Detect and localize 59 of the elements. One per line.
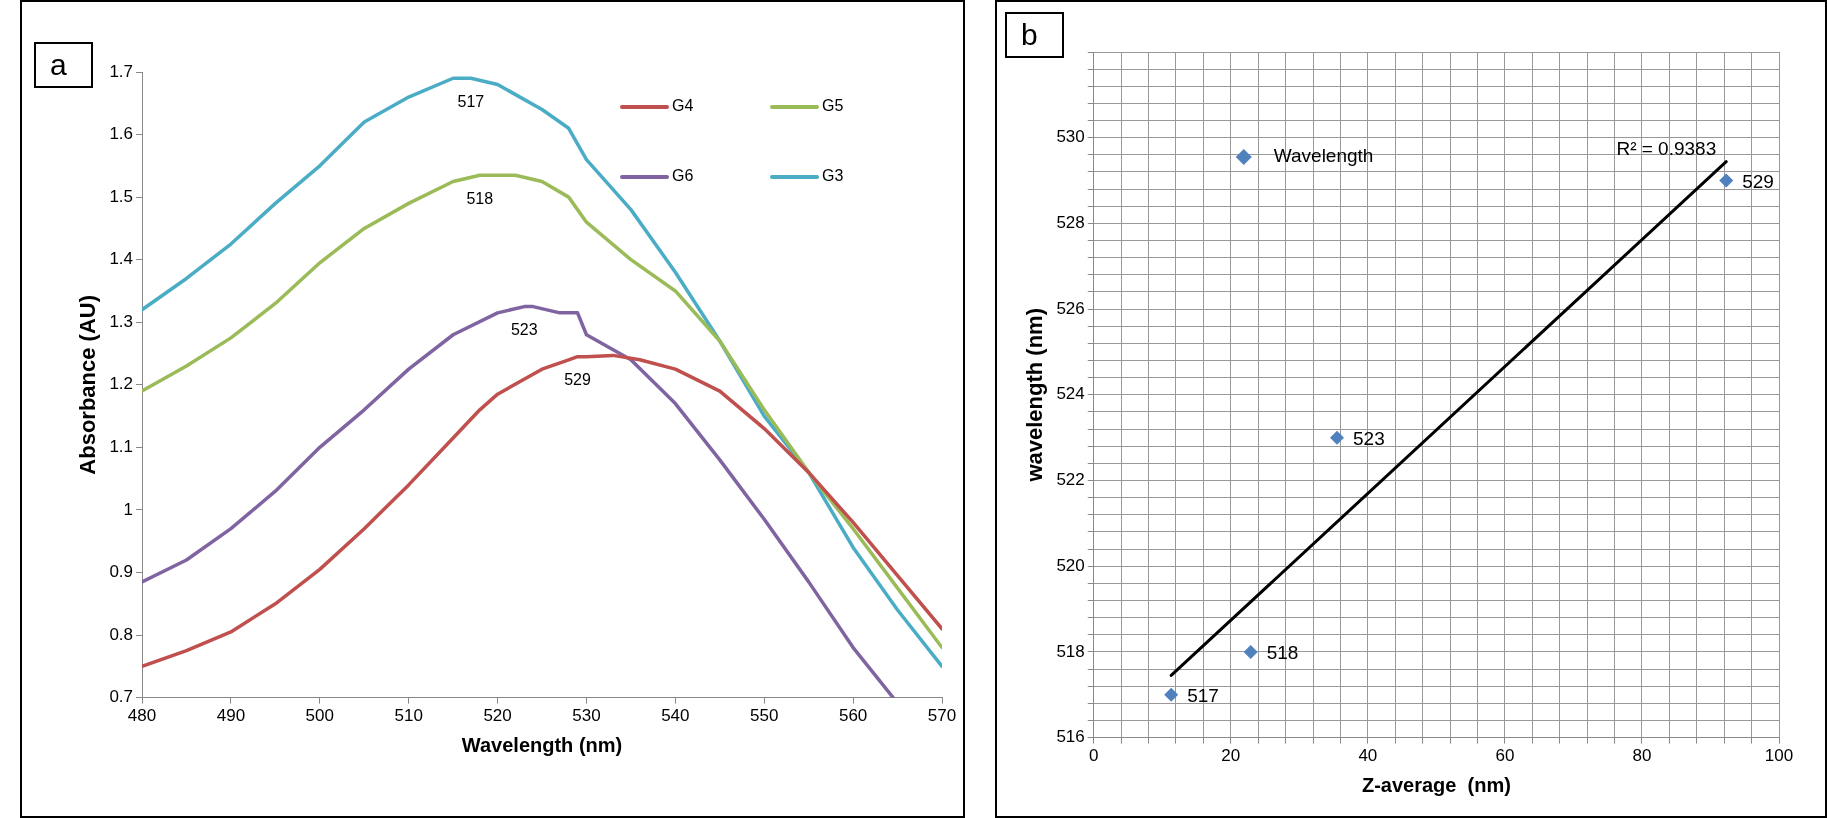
- x-tick-label: 500: [305, 706, 334, 726]
- legend-label: G4: [672, 97, 694, 115]
- legend-label: G5: [822, 97, 844, 115]
- x-tick-label: 530: [572, 706, 601, 726]
- x-tick-label: 550: [750, 706, 779, 726]
- x-tick-label: 80: [1632, 746, 1652, 766]
- legend-label: Wavelength: [1273, 145, 1374, 167]
- annotation: 518: [466, 189, 494, 207]
- y-tick-label: 530: [1056, 127, 1085, 147]
- x-tick-label: 20: [1221, 746, 1241, 766]
- y-tick-label: 1.6: [109, 124, 134, 144]
- y-tick-label: 520: [1056, 555, 1085, 575]
- point: [1164, 687, 1179, 702]
- y-tick-label: 1.7: [109, 61, 134, 81]
- y-tick-label: 1.2: [109, 374, 134, 394]
- y-tick-label: 1.5: [109, 186, 134, 206]
- legend-label: G6: [672, 167, 694, 185]
- point: [1719, 173, 1734, 188]
- y-tick-label: 0.8: [109, 624, 134, 644]
- x-tick-label: 490: [216, 706, 246, 726]
- x-tick-label: 40: [1358, 746, 1378, 766]
- annotation: 517: [457, 92, 485, 110]
- chart-title: b: [1005, 12, 1064, 58]
- y-tick-label: 1.1: [109, 437, 134, 457]
- y-axis-title: wavelength (nm): [1022, 308, 1048, 483]
- y-tick-label: 524: [1056, 384, 1085, 404]
- x-axis-title: Wavelength (nm): [461, 733, 623, 756]
- annotation: R² = 0.9383: [1616, 137, 1717, 159]
- x-tick-label: 100: [1764, 746, 1794, 766]
- y-tick-label: 516: [1056, 727, 1085, 747]
- y-tick-label: 0.9: [109, 562, 134, 582]
- x-tick-label: 0: [1089, 746, 1099, 766]
- data-label: 518: [1266, 642, 1299, 664]
- x-tick-label: 510: [394, 706, 423, 726]
- x-tick-label: 570: [927, 706, 957, 726]
- data-label: 517: [1187, 684, 1219, 706]
- point: [1330, 430, 1345, 445]
- x-tick-label: 520: [483, 706, 512, 726]
- legend-label: G3: [822, 167, 844, 185]
- annotation: 523: [510, 321, 538, 339]
- chart-title: a: [34, 42, 93, 88]
- y-tick-label: 0.7: [109, 687, 134, 707]
- point: [1243, 644, 1258, 659]
- y-tick-label: 526: [1056, 298, 1085, 318]
- x-tick-label: 560: [838, 706, 868, 726]
- x-tick-label: 60: [1495, 746, 1515, 766]
- y-tick-label: 1: [123, 499, 134, 519]
- x-tick-label: 540: [661, 706, 690, 726]
- y-tick-label: 522: [1056, 470, 1085, 490]
- y-tick-label: 1.4: [109, 249, 134, 269]
- x-tick-label: 480: [127, 706, 157, 726]
- y-axis-title: Absorbance (AU): [75, 294, 101, 475]
- annotation: 529: [564, 371, 592, 389]
- data-label: 529: [1742, 170, 1774, 192]
- data-label: 523: [1353, 427, 1385, 449]
- y-tick-label: 1.3: [109, 311, 134, 331]
- x-axis-title: Z-average (nm): [1361, 773, 1511, 796]
- y-tick-label: 518: [1056, 641, 1085, 661]
- y-tick-label: 528: [1056, 213, 1085, 233]
